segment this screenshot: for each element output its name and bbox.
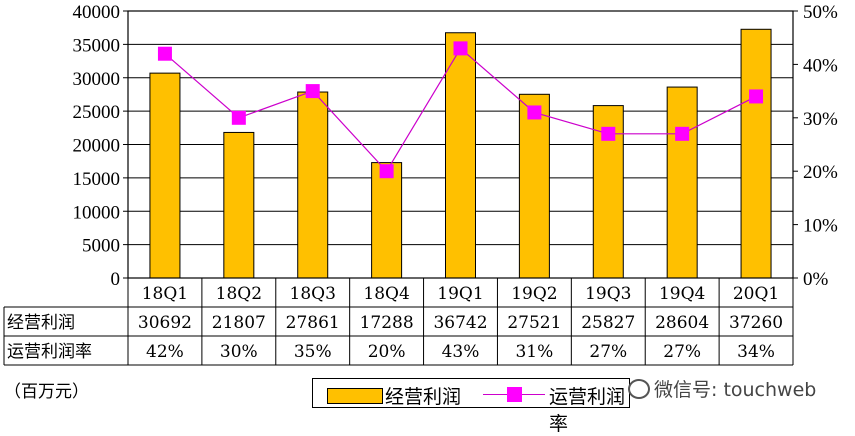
x-tick-label: 18Q1	[142, 284, 188, 304]
table-cell: 25827	[581, 313, 635, 333]
wechat-icon	[628, 378, 650, 399]
bar-20Q1	[740, 28, 772, 279]
x-tick-label: 18Q2	[216, 284, 262, 304]
marker-19Q1	[453, 41, 468, 56]
x-tick-label: 19Q1	[437, 284, 483, 304]
watermark: 微信号: touchweb	[628, 375, 816, 402]
marker-19Q4	[675, 126, 690, 141]
table-cell: 27521	[507, 313, 561, 333]
table-cell: 37260	[729, 313, 783, 333]
table-row-label: 运营利润率	[7, 342, 92, 362]
table-cell: 28604	[655, 313, 709, 333]
bar-18Q3	[297, 91, 329, 279]
table-cell: 27%	[589, 342, 627, 362]
watermark-text: 微信号: touchweb	[654, 379, 817, 401]
table-cell: 21807	[212, 313, 266, 333]
bar-19Q1	[445, 32, 476, 279]
table-cell: 42%	[146, 342, 184, 362]
x-tick-label: 19Q2	[511, 284, 557, 304]
marker-19Q2	[527, 105, 542, 120]
marker-18Q4	[379, 164, 394, 179]
table-cell: 20%	[368, 342, 406, 362]
y-right-tick-label: 0%	[803, 269, 829, 290]
y-left-tick-label: 10000	[73, 202, 121, 223]
table-cell: 36742	[433, 313, 487, 333]
table-cell: 34%	[737, 342, 775, 362]
table-cell: 31%	[515, 342, 553, 362]
plot-frame	[127, 10, 794, 279]
y-right-tick-label: 30%	[803, 109, 838, 130]
y-left-tick-label: 5000	[82, 236, 120, 257]
bar-series	[149, 28, 772, 279]
y-left-tick-label: 0	[111, 269, 121, 290]
y-left-tick-label: 20000	[73, 136, 121, 157]
bar-18Q2	[223, 131, 255, 279]
bar-19Q4	[666, 86, 698, 279]
bar-18Q1	[149, 72, 181, 279]
y-right-tick-label: 20%	[803, 162, 838, 183]
y-left-tick-label: 25000	[73, 102, 121, 123]
y-left-tick-label: 40000	[73, 2, 121, 23]
table-row-label: 经营利润	[7, 313, 75, 333]
y-left-tick-label: 35000	[73, 35, 121, 56]
x-tick-label: 18Q3	[290, 284, 336, 304]
marker-18Q1	[157, 46, 172, 61]
y-right-tick-label: 50%	[803, 2, 838, 23]
table-cell: 30692	[138, 313, 192, 333]
table-cell: 27861	[286, 313, 340, 333]
line-series	[157, 41, 764, 179]
legend-bar-label: 经营利润	[385, 386, 462, 408]
bar-18Q4	[371, 162, 403, 279]
table-cell: 35%	[294, 342, 332, 362]
table-cell: 17288	[360, 313, 414, 333]
unit-note: （百万元）	[4, 382, 89, 402]
x-tick-label: 20Q1	[733, 284, 779, 304]
y-right-tick-label: 40%	[803, 55, 838, 76]
marker-19Q3	[601, 126, 616, 141]
table-cell: 27%	[663, 342, 701, 362]
x-tick-label: 19Q4	[659, 284, 705, 304]
marker-20Q1	[749, 89, 764, 104]
legend-marker-swatch	[507, 387, 522, 402]
legend: 经营利润 运营利润率	[312, 378, 630, 435]
y-left-tick-label: 15000	[73, 169, 121, 190]
table-cell: 43%	[442, 342, 480, 362]
bar-19Q2	[518, 93, 550, 279]
x-tick-label: 18Q4	[363, 284, 409, 304]
data-table: 18Q1 18Q2 18Q3 18Q4 19Q1 19Q2 19Q3 19Q4 20Q1 经营利润…	[3, 278, 794, 366]
y-left-tick-label: 30000	[73, 69, 121, 90]
axes: 0 5000 10000 15000 20000 25000 30000 35000 40000…	[73, 2, 839, 290]
marker-18Q3	[305, 84, 320, 99]
x-tick-label: 19Q3	[585, 284, 631, 304]
y-right-tick-label: 10%	[803, 216, 838, 237]
legend-bar-swatch	[327, 388, 383, 404]
marker-18Q2	[231, 110, 246, 125]
table-cell: 30%	[220, 342, 258, 362]
